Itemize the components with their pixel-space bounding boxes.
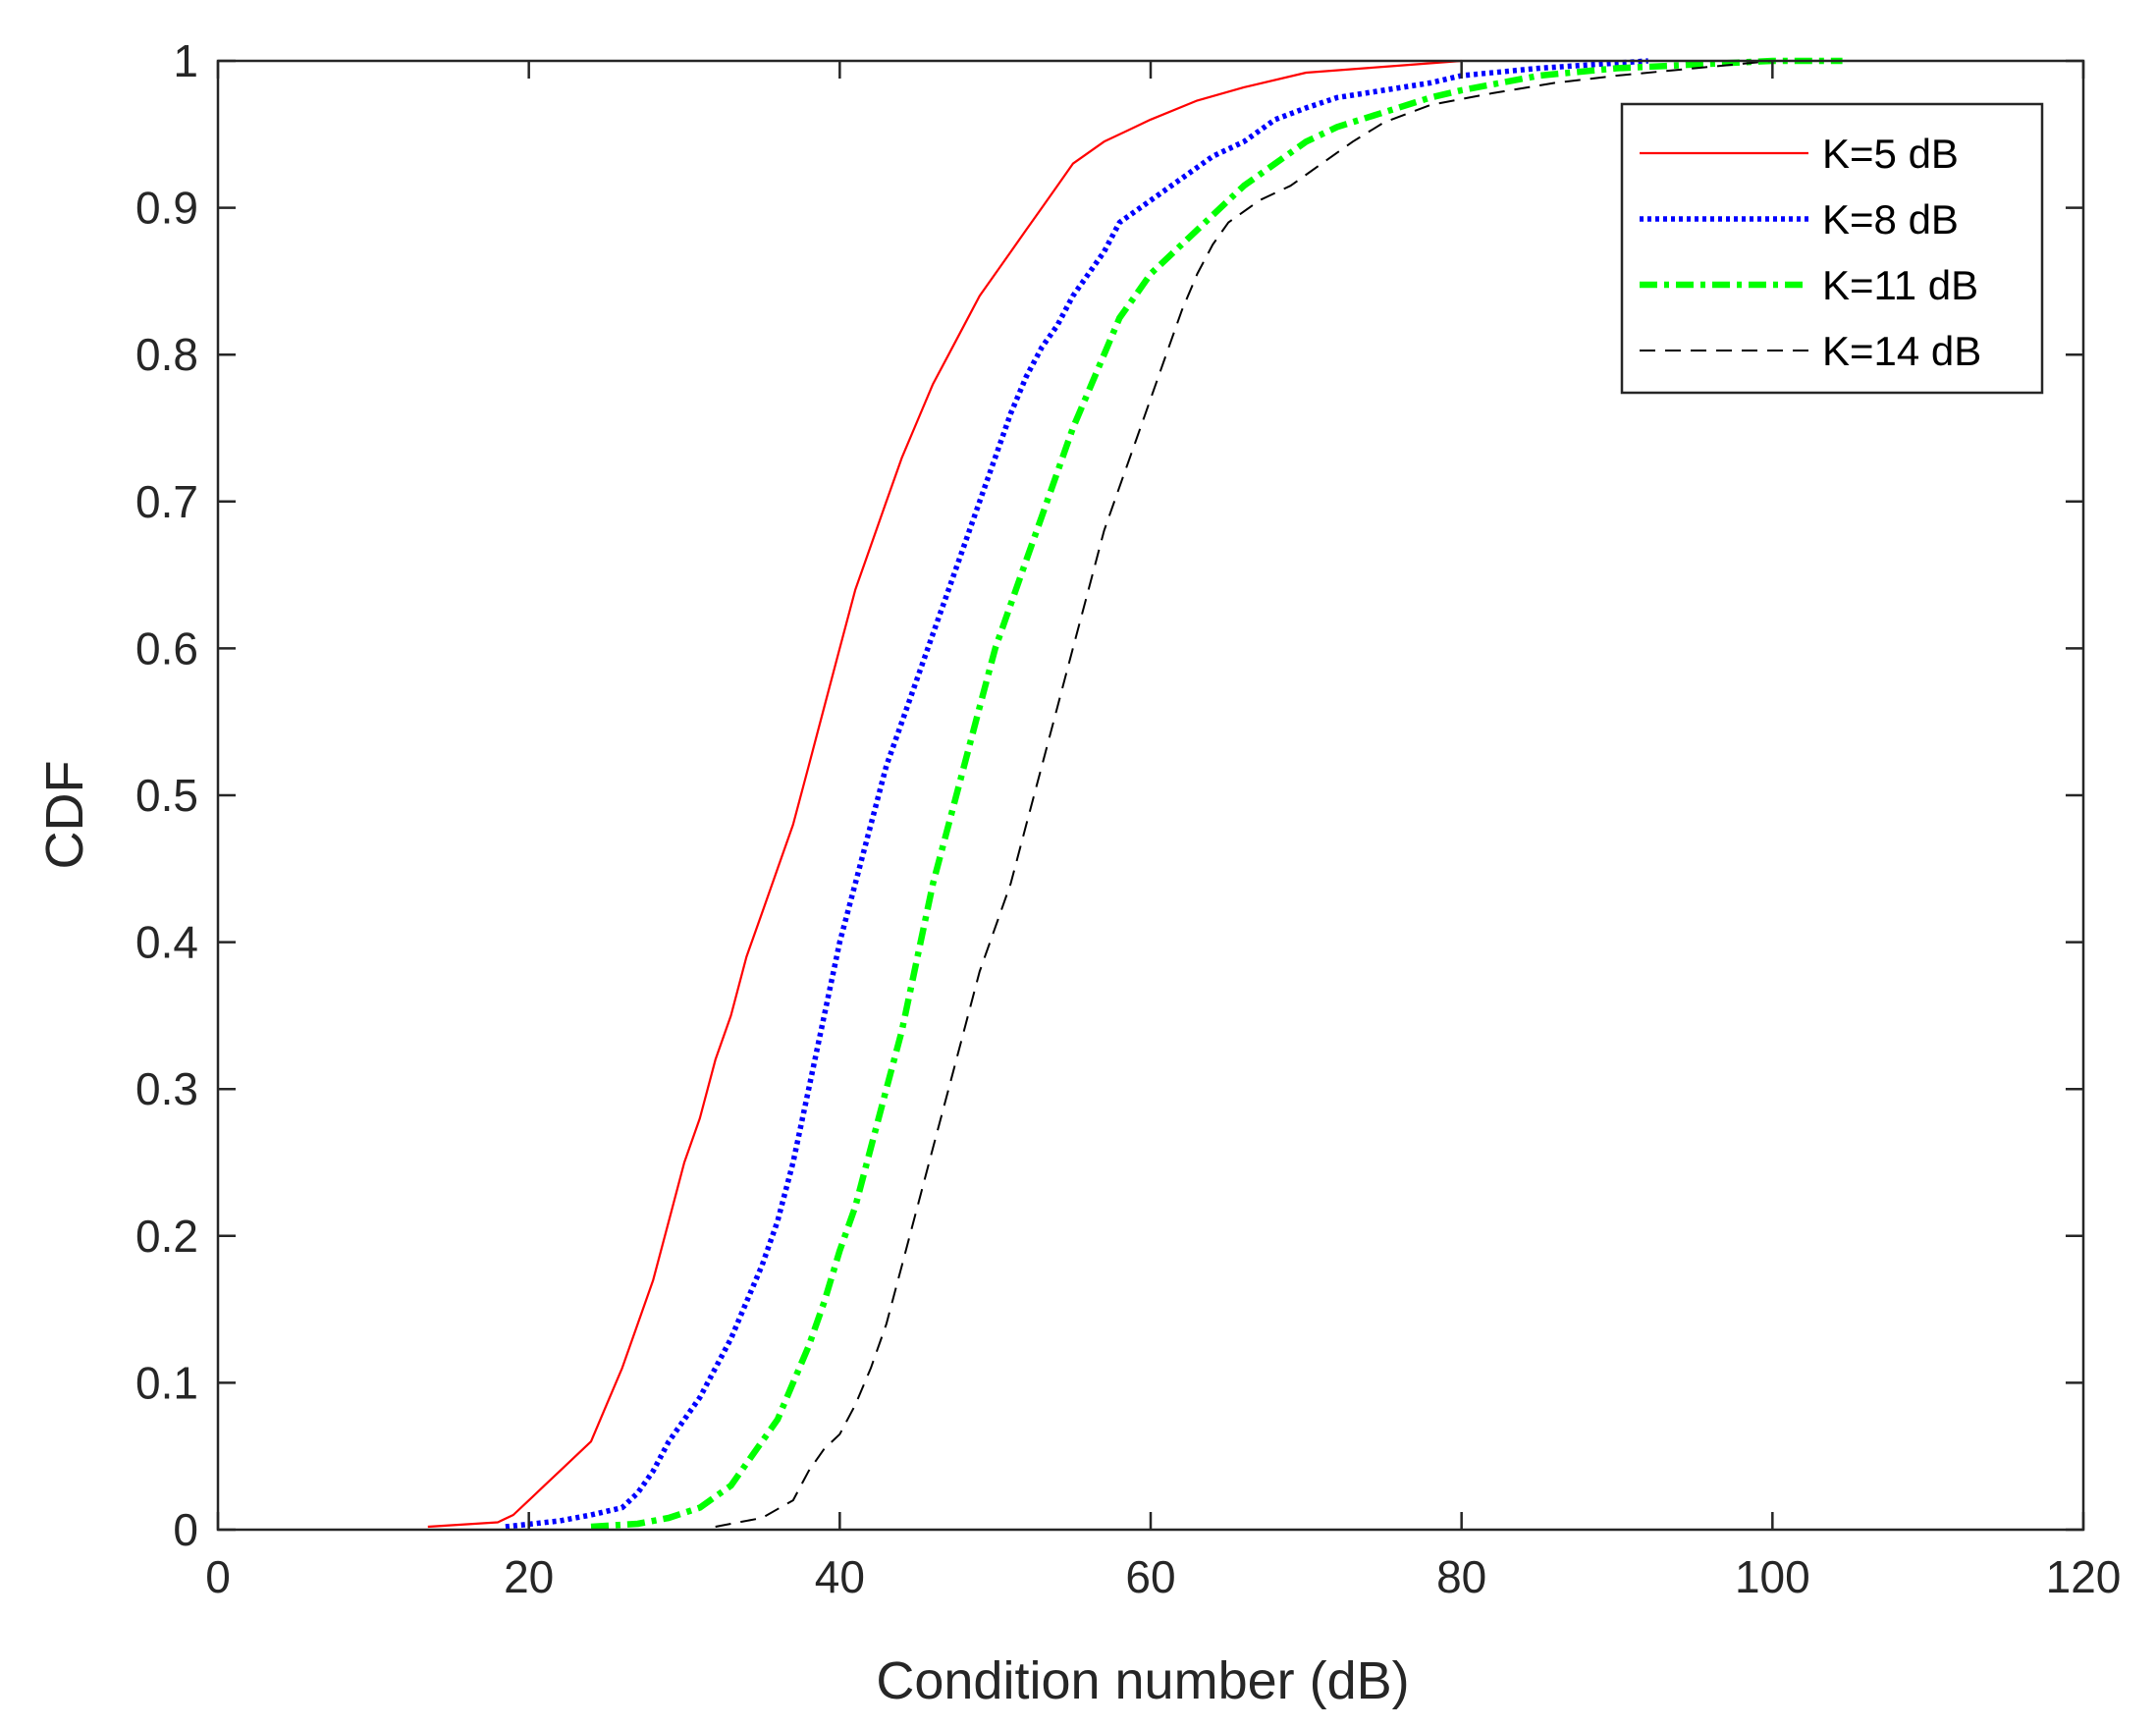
series-line-1: [427, 59, 1462, 1529]
y-tick-label: 0: [173, 1504, 198, 1555]
y-tick-label: 0.4: [135, 917, 198, 968]
plot-area: [427, 57, 1843, 1531]
x-tick-label: 100: [1735, 1551, 1810, 1602]
y-tick-label: 0.1: [135, 1357, 198, 1408]
axes: 0 20 40 60 80 100 120 0 0.1 0.2 0.3 0.4 0.5 0.6 0.7 0.8…: [135, 35, 2121, 1602]
x-tick-label: 20: [504, 1551, 554, 1602]
y-axis-label: CDF: [35, 761, 94, 870]
y-tick-label: 0.6: [135, 622, 198, 674]
y-tick-label: 0.7: [135, 476, 198, 527]
series-line-2: [505, 58, 1648, 1530]
x-tick-label: 120: [2046, 1551, 2122, 1602]
x-tick-label: 0: [205, 1551, 231, 1602]
series-line-4: [715, 60, 1773, 1528]
y-tick-label: 0.9: [135, 183, 198, 234]
legend-label-3: K=11 dB: [1822, 262, 1978, 308]
x-axis-label: Condition number (dB): [876, 1651, 1409, 1710]
x-tick-label: 80: [1436, 1551, 1486, 1602]
legend: K=5 dB K=8 dB K=11 dB K=14 dB: [1620, 102, 2044, 395]
legend-label-1: K=5 dB: [1822, 131, 1959, 177]
legend-label-2: K=8 dB: [1822, 196, 1959, 243]
legend-label-4: K=14 dB: [1822, 328, 1981, 374]
series-line-3: [590, 57, 1843, 1531]
y-tick-label: 1: [173, 35, 198, 86]
y-tick-label: 0.3: [135, 1063, 198, 1114]
x-tick-label: 40: [815, 1551, 865, 1602]
y-tick-label: 0.8: [135, 329, 198, 380]
x-tick-label: 60: [1125, 1551, 1175, 1602]
y-tick-label: 0.2: [135, 1211, 198, 1262]
y-tick-label: 0.5: [135, 770, 198, 821]
